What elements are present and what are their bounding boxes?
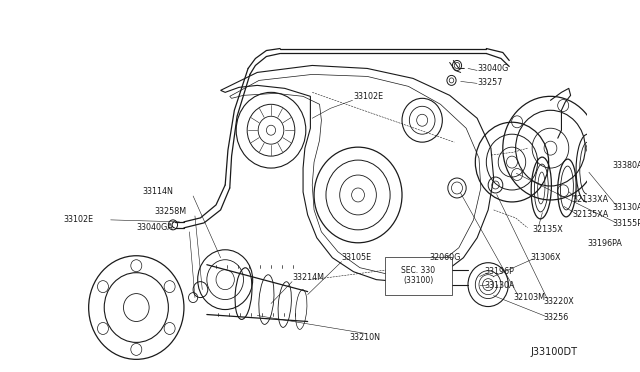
Text: 33155P: 33155P [612, 219, 640, 228]
Text: 33196PA: 33196PA [587, 239, 622, 248]
Text: 32133XA: 32133XA [572, 195, 609, 205]
Text: 33040G: 33040G [477, 64, 508, 73]
Text: 33130A: 33130A [484, 281, 515, 290]
FancyBboxPatch shape [385, 257, 452, 295]
Text: 33256: 33256 [543, 313, 568, 322]
Text: 33220X: 33220X [543, 297, 574, 306]
Text: 33114N: 33114N [143, 187, 173, 196]
Text: 32135X: 32135X [532, 225, 563, 234]
Text: 33196P: 33196P [484, 267, 515, 276]
Text: 33102E: 33102E [63, 215, 93, 224]
Text: J33100DT: J33100DT [531, 347, 578, 357]
Text: 33210N: 33210N [350, 333, 381, 342]
Text: 33130A: 33130A [612, 203, 640, 212]
Text: 32060G: 32060G [429, 253, 461, 262]
Text: 33380A: 33380A [612, 161, 640, 170]
Text: 33258M: 33258M [155, 208, 187, 217]
Text: 33105E: 33105E [342, 253, 372, 262]
Text: 32135XA: 32135XA [572, 211, 609, 219]
Text: 33102E: 33102E [353, 92, 383, 101]
Text: 33214M: 33214M [292, 273, 324, 282]
Text: 32103M: 32103M [514, 293, 546, 302]
Text: 33257: 33257 [477, 78, 502, 87]
Text: 33040GA: 33040GA [136, 223, 173, 232]
Text: SEC. 330
(33100): SEC. 330 (33100) [401, 266, 436, 285]
Text: 31306X: 31306X [531, 253, 561, 262]
